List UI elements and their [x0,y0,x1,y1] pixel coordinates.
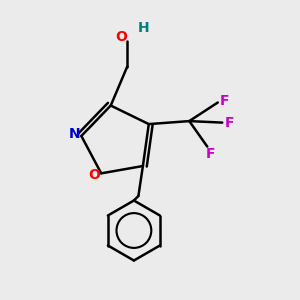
Text: O: O [89,168,100,182]
Text: F: F [206,147,215,161]
Text: F: F [220,94,229,108]
Text: O: O [115,29,127,44]
Text: N: N [69,128,81,142]
Text: H: H [138,21,150,35]
Text: F: F [225,116,235,130]
